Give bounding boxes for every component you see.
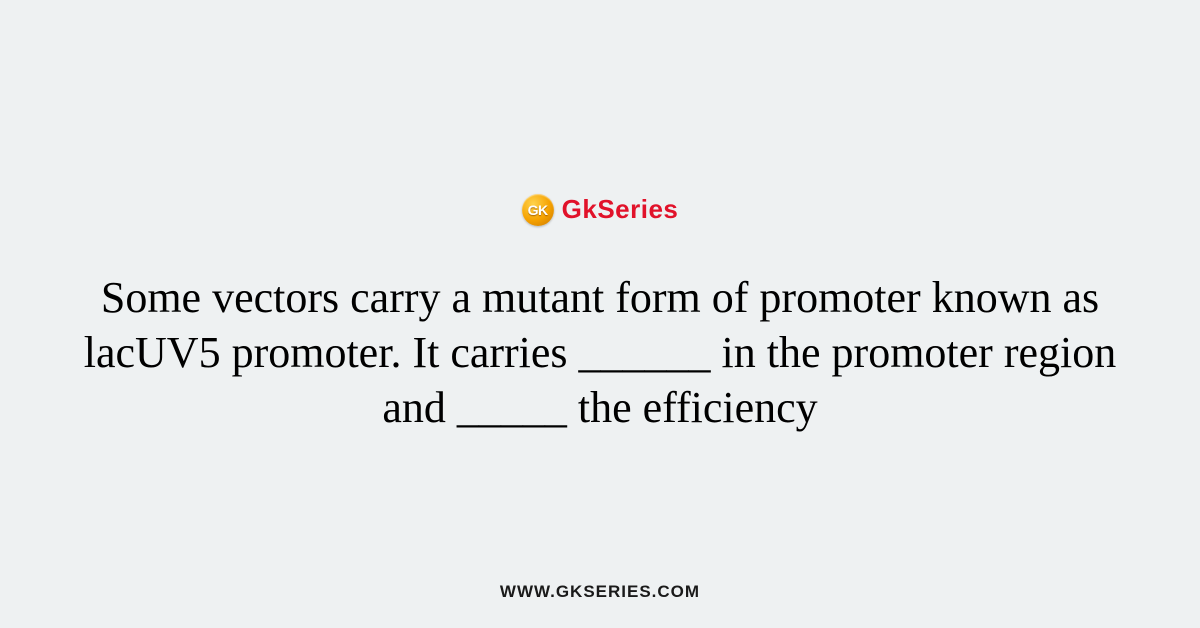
- logo-letter-k: k: [582, 194, 597, 224]
- logo-badge-text: GK: [528, 202, 548, 218]
- logo-wordmark: GkSeries: [562, 194, 679, 225]
- logo-badge-icon: GK: [522, 194, 554, 226]
- question-text: Some vectors carry a mutant form of prom…: [70, 270, 1130, 435]
- logo-letter-g: G: [562, 194, 583, 224]
- footer-url: WWW.GKSERIES.COM: [0, 582, 1200, 602]
- logo-word-series: Series: [597, 194, 678, 224]
- card-container: GK GkSeries Some vectors carry a mutant …: [0, 0, 1200, 628]
- brand-logo: GK GkSeries: [522, 194, 679, 226]
